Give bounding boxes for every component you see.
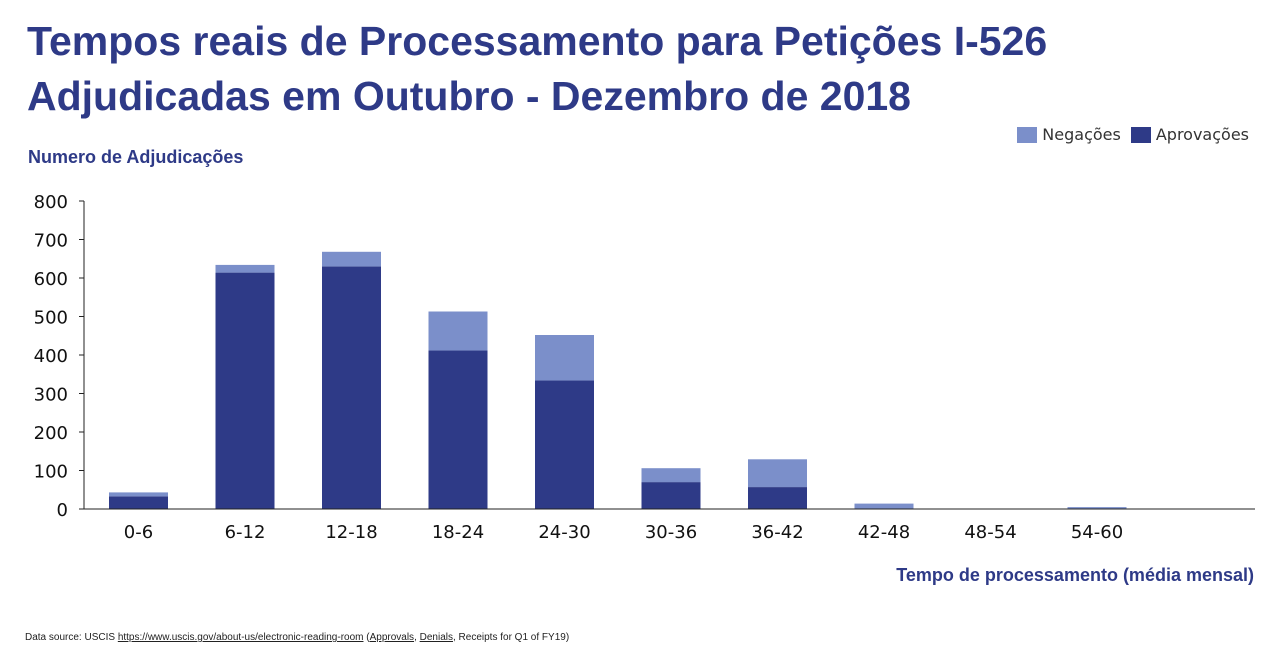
- bar-negacoes-6-12: [215, 264, 275, 273]
- bar-aprovacoes-24-30: [535, 380, 594, 509]
- y-tick-label-0: 0: [57, 500, 68, 521]
- x-axis-title: Tempo de processamento (média mensal): [896, 565, 1254, 585]
- legend-label-aprovacoes: Aprovações: [1155, 125, 1249, 144]
- x-tick-label-42-48: 42-48: [858, 522, 910, 543]
- bar-negacoes-54-60: [1067, 507, 1127, 509]
- y-tick-label-700: 700: [34, 231, 68, 252]
- source-link-approvals[interactable]: Approvals: [369, 632, 415, 643]
- chart-title: Tempos reais de Processamento para Petiç…: [27, 14, 1227, 124]
- source-prefix: Data source: USCIS: [25, 632, 118, 643]
- bar-aprovacoes-0-6: [109, 496, 168, 509]
- legend-label-negacoes: Negações: [1042, 125, 1121, 144]
- x-tick-label-0-6: 0-6: [124, 522, 153, 543]
- bar-negacoes-12-18: [322, 251, 381, 267]
- bar-negacoes-30-36: [641, 468, 701, 483]
- source-rest: Receipts for Q1 of FY19): [458, 632, 570, 643]
- y-axis-title: Numero de Adjudicações: [28, 147, 244, 167]
- x-tick-label-36-42: 36-42: [751, 522, 803, 543]
- legend-item-aprovacoes: Aprovações: [1130, 125, 1249, 144]
- x-tick-label-12-18: 12-18: [325, 522, 377, 543]
- legend: Negações Aprovações: [1007, 125, 1249, 144]
- bar-chart: 0-6 6-12 12-18 18-24 24-30 30-36 36-42 42-48 48-…: [34, 192, 1255, 543]
- x-tick-label-6-12: 6-12: [225, 522, 266, 543]
- y-tick-label-300: 300: [34, 385, 68, 406]
- x-tick-label-48-54: 48-54: [964, 522, 1016, 543]
- y-tick-label-800: 800: [34, 192, 68, 213]
- chart-title-line-1: Tempos reais de Processamento para Petiç…: [27, 18, 1048, 64]
- bar-aprovacoes-36-42: [748, 487, 807, 509]
- source-sep-2: ,: [452, 632, 459, 643]
- y-tick-label-200: 200: [34, 423, 68, 444]
- y-tick-label-600: 600: [34, 269, 68, 290]
- legend-item-negacoes: Negações: [1017, 125, 1121, 144]
- bar-negacoes-36-42: [748, 459, 807, 487]
- legend-swatch-aprovacoes: [1130, 126, 1151, 143]
- source-open: (: [363, 632, 370, 643]
- x-tick-label-30-36: 30-36: [645, 522, 697, 543]
- x-tick-label-24-30: 24-30: [538, 522, 590, 543]
- chart-title-line-2: Adjudicadas em Outubro - Dezembro de 201…: [27, 73, 911, 119]
- source-sep-1: ,: [414, 632, 420, 643]
- bar-negacoes-0-6: [109, 492, 168, 497]
- bar-aprovacoes-6-12: [215, 272, 275, 509]
- source-link-denials[interactable]: Denials: [419, 632, 453, 643]
- bar-aprovacoes-30-36: [641, 482, 701, 509]
- x-tick-label-18-24: 18-24: [432, 522, 484, 543]
- bar-aprovacoes-18-24: [428, 350, 488, 509]
- x-tick-label-54-60: 54-60: [1071, 522, 1123, 543]
- source-link[interactable]: https://www.uscis.gov/about-us/electroni…: [117, 632, 364, 643]
- bar-negacoes-42-48: [854, 503, 914, 509]
- y-tick-label-100: 100: [34, 462, 68, 483]
- legend-swatch-negacoes: [1017, 126, 1038, 143]
- bar-negacoes-24-30: [535, 335, 594, 381]
- bar-negacoes-18-24: [428, 311, 488, 351]
- bar-aprovacoes-12-18: [322, 266, 381, 509]
- y-tick-label-500: 500: [34, 308, 68, 329]
- data-source-note: Data source: USCIS https://www.uscis.gov…: [25, 632, 569, 643]
- y-tick-label-400: 400: [34, 346, 68, 367]
